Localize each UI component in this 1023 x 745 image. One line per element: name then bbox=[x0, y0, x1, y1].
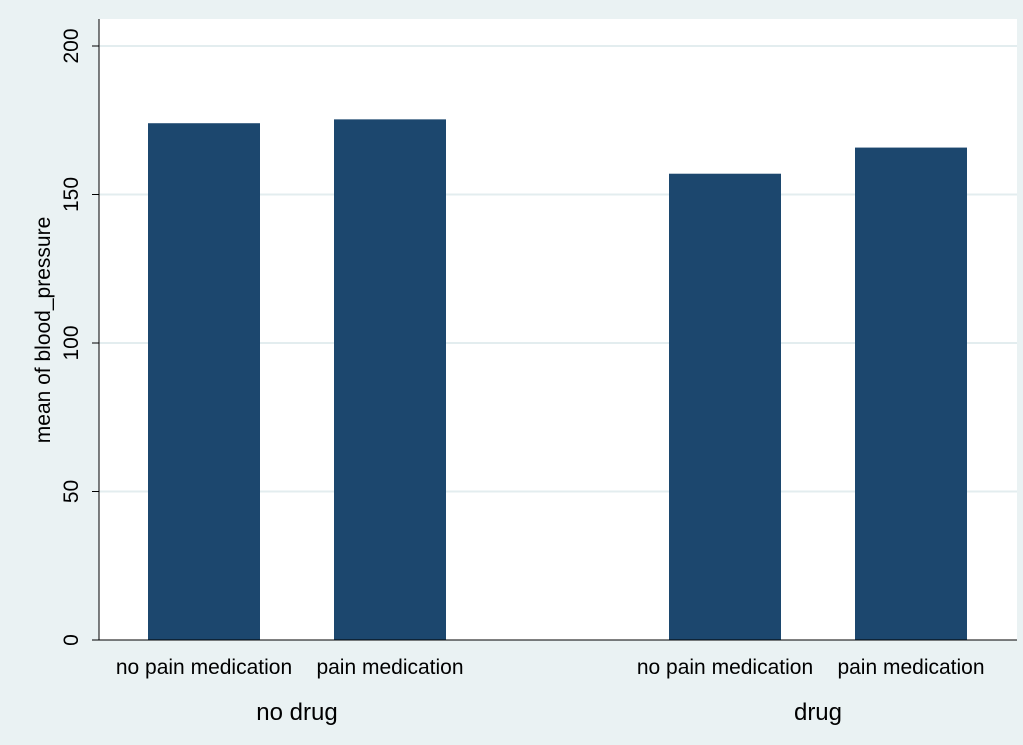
x-group-label: no drug bbox=[256, 699, 337, 726]
y-tick-label: 0 bbox=[60, 634, 83, 646]
bar bbox=[855, 147, 967, 640]
y-tick-label: 100 bbox=[60, 325, 83, 360]
bars bbox=[148, 119, 967, 641]
y-tick-label: 50 bbox=[60, 480, 83, 503]
y-axis-title: mean of blood_pressure bbox=[32, 217, 55, 443]
y-tick-label: 200 bbox=[60, 28, 83, 63]
bar bbox=[669, 173, 781, 640]
x-bar-label: no pain medication bbox=[116, 656, 292, 679]
y-tick-label: 150 bbox=[60, 177, 83, 212]
bar bbox=[334, 119, 446, 640]
y-axis-ticks: 0 50 100 150 200 bbox=[60, 28, 99, 646]
bar bbox=[148, 123, 260, 641]
x-group-label: drug bbox=[794, 699, 842, 726]
x-bar-label: pain medication bbox=[837, 656, 984, 679]
x-bar-label: pain medication bbox=[316, 656, 463, 679]
x-axis-labels: no pain medication pain medication no drug… bbox=[116, 656, 985, 726]
x-bar-label: no pain medication bbox=[637, 656, 813, 679]
